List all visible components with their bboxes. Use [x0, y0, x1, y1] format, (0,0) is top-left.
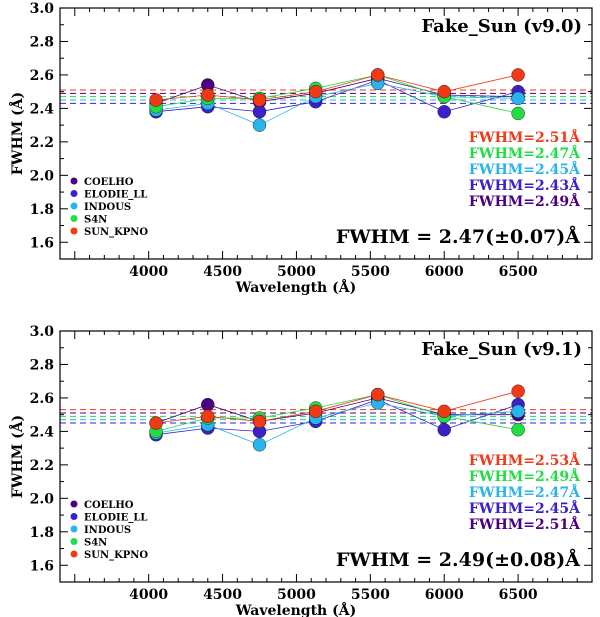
- legend-label: INDOUS: [84, 525, 131, 536]
- y-tick-label: 2.8: [30, 357, 54, 373]
- y-tick-label: 2.4: [30, 424, 55, 440]
- y-tick-label: 3.0: [30, 324, 55, 340]
- data-point-elodie_ll: [252, 105, 267, 119]
- legend-marker-indous: [70, 525, 78, 533]
- legend-label: S4N: [84, 538, 107, 549]
- data-point-sun_kpno: [437, 84, 451, 99]
- data-point-sun_kpno: [149, 416, 163, 430]
- data-point-sun_kpno: [511, 384, 525, 398]
- data-point-indous: [511, 91, 525, 106]
- fwhm-annotation-elodie_ll: FWHM=2.43Å: [469, 176, 581, 194]
- legend-label: SUN_KPNO: [84, 550, 148, 561]
- y-tick-label: 2.2: [30, 135, 54, 151]
- data-point-elodie_ll: [437, 105, 451, 119]
- y-axis-label: FWHM (Å): [8, 92, 26, 175]
- data-point-sun_kpno: [252, 93, 267, 107]
- x-tick-label: 6000: [425, 587, 464, 603]
- data-point-s4n: [511, 423, 525, 437]
- legend-label: COELHO: [84, 177, 134, 188]
- legend-marker-coelho: [70, 177, 78, 185]
- y-tick-label: 2.4: [30, 101, 55, 117]
- y-tick-label: 2.2: [30, 458, 54, 474]
- x-tick-label: 5500: [351, 264, 390, 280]
- fwhm-annotation-indous: FWHM=2.47Å: [469, 483, 581, 501]
- legend-marker-sun_kpno: [70, 550, 78, 558]
- y-tick-label: 3.0: [30, 1, 55, 17]
- y-tick-label: 2.6: [30, 68, 54, 84]
- fwhm-summary: FWHM = 2.49(±0.08)Å: [336, 548, 580, 571]
- legend-label: ELODIE_LL: [84, 190, 147, 201]
- data-point-sun_kpno: [201, 88, 215, 102]
- data-point-indous: [252, 438, 267, 452]
- legend-label: SUN_KPNO: [84, 227, 148, 238]
- fwhm-annotation-coelho: FWHM=2.51Å: [469, 515, 581, 533]
- x-axis-label: Wavelength (Å): [235, 278, 356, 296]
- data-point-sun_kpno: [511, 68, 525, 82]
- legend-marker-elodie_ll: [70, 513, 78, 520]
- y-tick-label: 1.6: [30, 235, 54, 251]
- y-axis-label: FWHM (Å): [8, 415, 26, 498]
- legend-label: COELHO: [84, 500, 134, 511]
- data-point-coelho: [201, 397, 215, 412]
- legend-marker-indous: [70, 202, 78, 210]
- data-point-sun_kpno: [371, 68, 385, 82]
- fwhm-annotation-elodie_ll: FWHM=2.45Å: [469, 499, 581, 517]
- fwhm-annotation-coelho: FWHM=2.49Å: [469, 192, 581, 210]
- chart-title: Fake_Sun (v9.0): [421, 16, 582, 37]
- data-point-sun_kpno: [308, 84, 323, 99]
- y-tick-label: 2.6: [30, 391, 54, 407]
- legend-marker-s4n: [70, 538, 78, 545]
- y-tick-label: 2.0: [30, 491, 55, 507]
- x-tick-label: 4500: [203, 264, 242, 280]
- data-point-sun_kpno: [252, 414, 267, 429]
- y-tick-label: 1.6: [30, 558, 54, 574]
- y-tick-label: 1.8: [30, 202, 54, 218]
- legend-marker-elodie_ll: [70, 190, 78, 197]
- data-point-sun_kpno: [201, 409, 215, 424]
- y-tick-label: 2.0: [30, 168, 55, 184]
- legend-label: ELODIE_LL: [84, 513, 147, 524]
- data-point-sun_kpno: [437, 404, 451, 419]
- y-tick-label: 2.8: [30, 34, 54, 50]
- chart-panel-1: 4000 4500 5000 5500 6000 6500 1.6 1.8 2.0 2.2 2.4 2…: [8, 1, 593, 296]
- fwhm-annotation-sun_kpno: FWHM=2.51Å: [469, 128, 581, 146]
- x-tick-label: 4000: [129, 264, 168, 280]
- data-point-indous: [511, 404, 525, 419]
- fwhm-summary: FWHM = 2.47(±0.07)Å: [336, 225, 580, 248]
- x-tick-label: 6500: [499, 587, 538, 603]
- data-point-elodie_ll: [437, 423, 451, 437]
- data-point-s4n: [511, 106, 525, 121]
- x-tick-label: 5500: [351, 587, 390, 603]
- x-axis-label: Wavelength (Å): [235, 601, 356, 617]
- legend-marker-coelho: [70, 500, 78, 508]
- x-tick-label: 5000: [277, 587, 316, 603]
- chart-panel-2: 4000 4500 5000 5500 6000 6500 1.6 1.8 2.0 2.2 2.4 2…: [8, 324, 593, 617]
- y-tick-label: 1.8: [30, 525, 54, 541]
- legend-label: S4N: [84, 215, 107, 226]
- x-tick-label: 6500: [499, 264, 538, 280]
- fwhm-annotation-s4n: FWHM=2.47Å: [469, 144, 581, 162]
- data-point-indous: [252, 118, 267, 132]
- data-point-sun_kpno: [371, 387, 385, 402]
- fwhm-annotation-indous: FWHM=2.45Å: [469, 160, 581, 178]
- legend-marker-s4n: [70, 215, 78, 222]
- x-tick-label: 4000: [129, 587, 168, 603]
- x-tick-label: 5000: [277, 264, 316, 280]
- legend-label: INDOUS: [84, 202, 131, 213]
- x-tick-label: 4500: [203, 587, 242, 603]
- data-point-sun_kpno: [308, 404, 323, 419]
- fwhm-annotation-sun_kpno: FWHM=2.53Å: [469, 451, 581, 469]
- fwhm-annotation-s4n: FWHM=2.49Å: [469, 467, 581, 485]
- chart-title: Fake_Sun (v9.1): [421, 339, 582, 360]
- legend-marker-sun_kpno: [70, 227, 78, 235]
- x-tick-label: 6000: [425, 264, 464, 280]
- data-point-sun_kpno: [149, 93, 163, 107]
